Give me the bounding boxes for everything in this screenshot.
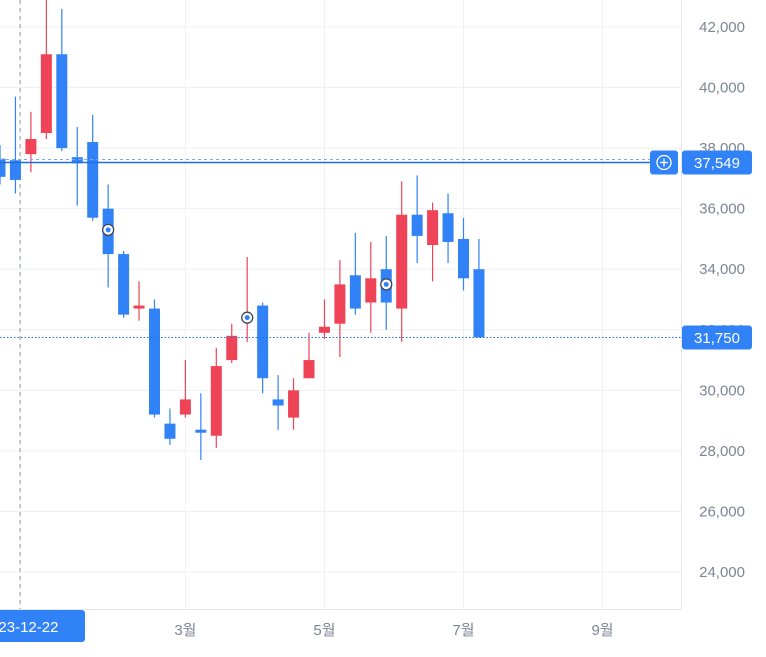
candle — [458, 217, 469, 291]
y-tick-label: 36,000 — [699, 201, 745, 218]
candle — [40, 0, 52, 140]
price-tags: 37,549 31,750 2023-12-22 — [0, 150, 752, 642]
candle-body — [0, 158, 6, 177]
candle — [442, 193, 454, 264]
candle — [365, 241, 377, 333]
price-tag-label: 31,750 — [694, 330, 740, 347]
event-marker — [102, 223, 115, 237]
candle-body — [303, 360, 315, 379]
candle — [87, 114, 99, 221]
y-tick-label: 30,000 — [699, 382, 745, 399]
candle-body — [257, 305, 269, 379]
candle — [318, 299, 330, 339]
candle — [118, 251, 130, 318]
add-alert-button[interactable] — [650, 150, 678, 175]
date-tag-label: 2023-12-22 — [0, 619, 58, 636]
x-tick-label: 7월 — [452, 622, 474, 639]
candle-body — [473, 269, 485, 338]
candle-body — [349, 275, 361, 309]
candles — [0, 0, 485, 460]
price-lines — [0, 159, 681, 338]
candle-body — [133, 305, 145, 309]
candle-body — [56, 54, 68, 149]
candle-body — [334, 284, 346, 324]
crosshair-price-tag: 37,549 — [682, 150, 752, 175]
y-axis: 24,00026,00028,00030,00032,00034,00036,0… — [699, 19, 745, 581]
candle-body — [118, 254, 130, 315]
candle-body — [411, 214, 423, 236]
candle — [0, 145, 6, 185]
date-tag-bg — [0, 610, 85, 642]
candle-body — [71, 157, 83, 164]
candle-body — [365, 278, 377, 303]
event-markers — [102, 223, 393, 324]
y-tick-label: 42,000 — [699, 19, 745, 36]
candle-body — [149, 308, 160, 415]
x-tick-label: 5월 — [313, 622, 335, 639]
candle — [164, 408, 176, 445]
price-tag-label: 37,549 — [694, 155, 740, 172]
candle-body — [458, 238, 469, 279]
candle — [349, 232, 361, 315]
candle-body — [87, 142, 99, 218]
candle — [210, 347, 222, 448]
candle — [56, 8, 68, 152]
y-tick-label: 26,000 — [699, 503, 745, 520]
candle — [473, 238, 485, 338]
current-price-tag: 31,750 — [682, 325, 752, 350]
y-tick-label: 28,000 — [699, 443, 745, 460]
candle — [149, 299, 160, 418]
candle — [303, 332, 315, 379]
candle — [133, 281, 145, 321]
candle-body — [396, 214, 408, 309]
candle — [427, 202, 439, 282]
candle — [334, 260, 346, 358]
event-marker-dot — [383, 281, 389, 287]
candle — [179, 360, 191, 418]
price-tag-bg — [682, 325, 752, 350]
candle — [257, 302, 269, 394]
candle-body — [318, 326, 330, 333]
candle — [71, 126, 83, 206]
event-marker — [241, 311, 254, 324]
y-tick-label: 40,000 — [699, 80, 745, 97]
y-tick-label: 24,000 — [699, 564, 745, 581]
x-tick-label: 9월 — [591, 622, 613, 639]
candle-body — [288, 390, 300, 418]
x-axis: 3월 5월 7월 9월 — [174, 622, 613, 639]
x-tick-label: 3월 — [174, 622, 196, 639]
candle — [396, 181, 408, 342]
candle-body — [210, 366, 222, 436]
candle — [288, 378, 300, 430]
candle-body — [164, 423, 176, 439]
candle-body — [25, 139, 37, 155]
event-marker-dot — [244, 315, 250, 321]
candle — [272, 375, 284, 430]
candle — [241, 257, 253, 342]
candle — [226, 323, 238, 364]
candle-body — [427, 210, 439, 245]
candle — [9, 96, 21, 194]
candle-body — [272, 399, 284, 406]
plus-icon-ring — [656, 154, 672, 171]
candle — [195, 393, 207, 460]
candle — [411, 175, 423, 264]
candle-body — [179, 399, 191, 415]
event-marker — [380, 278, 393, 291]
candle-body — [195, 429, 207, 433]
candle-body — [40, 54, 52, 133]
candle-body — [226, 335, 238, 361]
event-marker-dot — [105, 227, 111, 233]
crosshair-date-tag: 2023-12-22 — [0, 610, 85, 642]
price-tag-bg — [682, 150, 752, 175]
candle-body — [9, 160, 21, 180]
y-tick-label: 34,000 — [699, 261, 745, 278]
candle-body — [442, 213, 454, 242]
